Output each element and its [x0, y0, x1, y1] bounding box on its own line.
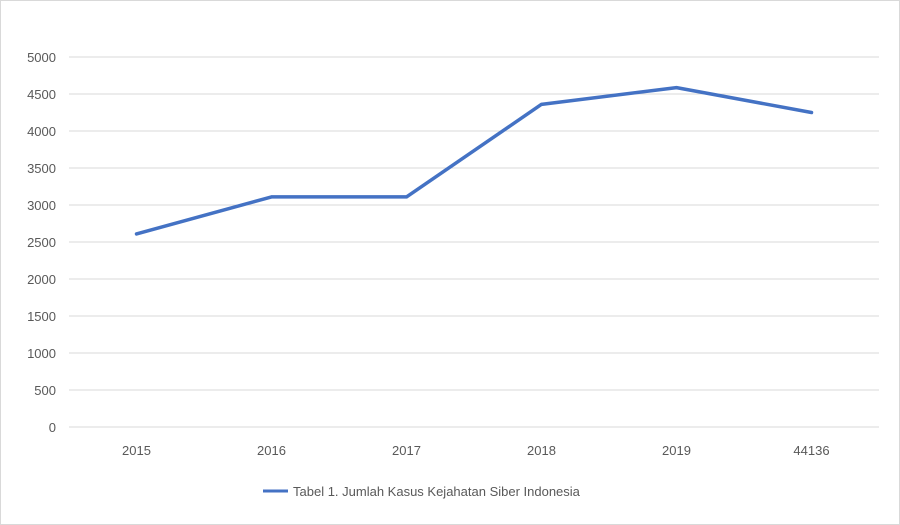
x-tick-label: 2018: [527, 443, 556, 458]
data-point: [810, 111, 813, 114]
y-tick-label: 0: [49, 420, 56, 435]
x-tick-label: 2017: [392, 443, 421, 458]
y-tick-label: 3500: [27, 161, 56, 176]
series-line: [134, 85, 814, 236]
y-tick-label: 5000: [27, 50, 56, 65]
y-tick-label: 1000: [27, 346, 56, 361]
data-point: [540, 102, 543, 106]
legend-label: Tabel 1. Jumlah Kasus Kejahatan Siber In…: [293, 484, 581, 499]
y-tick-label: 1500: [27, 309, 56, 324]
y-tick-label: 4000: [27, 124, 56, 139]
y-axis-ticks: 0 500 1000 1500 2000 2500 3000 3500 4000 4500 5000: [27, 50, 56, 435]
data-series: [134, 85, 814, 236]
x-tick-label: 2016: [257, 443, 286, 458]
x-tick-label: 2015: [122, 443, 151, 458]
x-axis-ticks: 2015 2016 2017 2018 2019 44136: [122, 443, 830, 458]
legend: Tabel 1. Jumlah Kasus Kejahatan Siber In…: [263, 484, 581, 499]
data-point: [675, 86, 678, 90]
y-tick-label: 2500: [27, 235, 56, 250]
y-tick-label: 500: [34, 383, 56, 398]
data-point: [135, 232, 138, 236]
data-point: [405, 195, 408, 199]
x-tick-label: 2019: [662, 443, 691, 458]
y-tick-label: 4500: [27, 87, 56, 102]
y-tick-label: 2000: [27, 272, 56, 287]
y-gridlines: [69, 56, 879, 428]
data-point: [270, 195, 273, 199]
y-tick-label: 3000: [27, 198, 56, 213]
x-tick-label: 44136: [793, 443, 829, 458]
